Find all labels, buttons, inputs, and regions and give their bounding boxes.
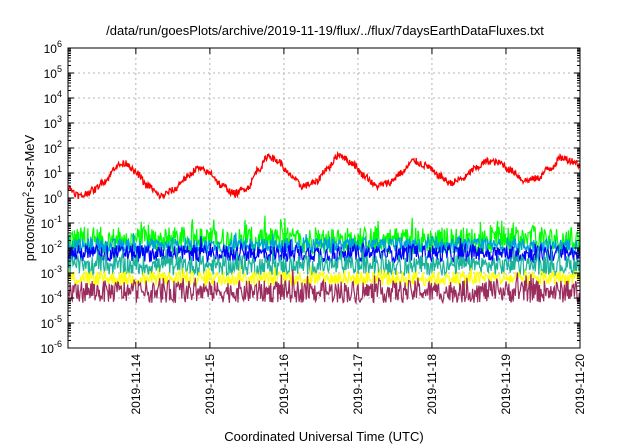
x-tick-label: 2019-11-16 xyxy=(277,354,291,415)
series-layer xyxy=(67,150,581,305)
y-tick-label: 10-6 xyxy=(41,339,62,356)
x-tick-label: 2019-11-14 xyxy=(129,354,143,415)
y-tick-label: 101 xyxy=(44,164,62,181)
grid-layer xyxy=(68,48,580,348)
y-tick-label: 104 xyxy=(44,89,62,106)
y-tick-label: 100 xyxy=(44,189,62,206)
y-axis-label: protons/cm2-s-sr-MeV xyxy=(21,134,37,261)
y-tick-label: 105 xyxy=(44,64,62,81)
y-tick-label: 10-3 xyxy=(41,264,62,281)
flux-series-band xyxy=(67,236,581,264)
x-tick-label: 2019-11-19 xyxy=(499,354,513,415)
x-tick-label: 2019-11-18 xyxy=(425,354,439,415)
y-tick-label: 10-2 xyxy=(41,239,62,256)
x-tick-label: 2019-11-20 xyxy=(573,354,587,415)
x-tick-label: 2019-11-17 xyxy=(351,354,365,415)
y-tick-label: 103 xyxy=(44,114,62,131)
flux-series-band xyxy=(67,269,581,305)
y-tick-label: 102 xyxy=(44,139,62,156)
y-tick-label: 10-5 xyxy=(41,314,62,331)
y-tick-label: 10-1 xyxy=(41,214,62,231)
y-tick-label: 10-4 xyxy=(41,289,62,306)
flux-series-band xyxy=(67,247,581,278)
flux-series-band xyxy=(67,215,581,256)
flux-series-main xyxy=(67,150,581,200)
y-tick-label: 106 xyxy=(44,39,62,56)
x-axis-label: Coordinated Universal Time (UTC) xyxy=(224,429,423,444)
y-axis: 10-6 10-5 10-4 10-3 10-2 10-1 100 101 102 103 104 1… xyxy=(41,39,580,356)
flux-series-band xyxy=(67,265,581,288)
chart-title: /data/run/goesPlots/archive/2019-11-19/f… xyxy=(106,23,544,38)
x-tick-label: 2019-11-15 xyxy=(203,354,217,415)
x-axis: 2019-11-14 2019-11-15 2019-11-16 2019-11-17… xyxy=(129,48,587,415)
